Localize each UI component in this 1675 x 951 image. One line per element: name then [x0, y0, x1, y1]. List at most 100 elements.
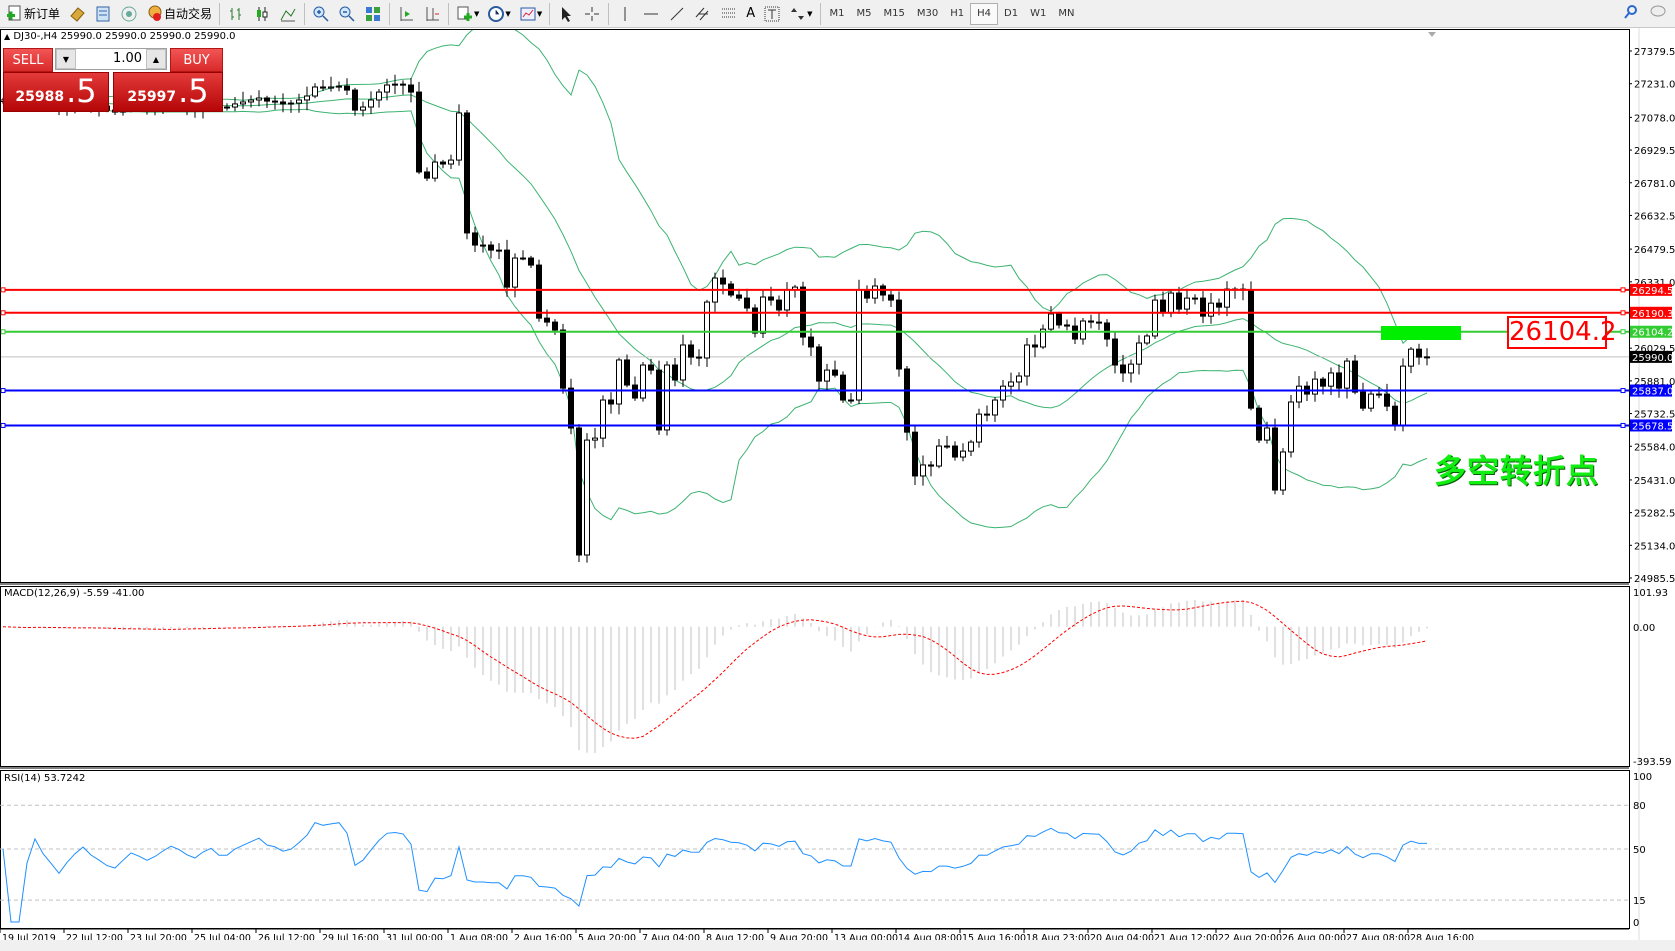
- equidistant-channel-button[interactable]: [690, 2, 716, 26]
- timeframe-m5[interactable]: M5: [856, 8, 872, 19]
- vertical-line-button[interactable]: [612, 2, 638, 26]
- toolbar-divider: [608, 2, 610, 25]
- fibonacci-button[interactable]: [716, 2, 742, 26]
- line-handle: [1, 422, 6, 428]
- tile-windows-button[interactable]: [360, 2, 386, 26]
- candle-body: [688, 344, 694, 358]
- line-handle: [1, 287, 6, 293]
- buy-price-fraction: .5: [178, 72, 209, 110]
- bollinger-middle: [2, 94, 1428, 409]
- candle-body: [1312, 378, 1318, 395]
- buy-price-button[interactable]: 25997.5: [113, 72, 223, 112]
- timeframe-h1[interactable]: H1: [950, 8, 965, 19]
- lot-size-stepper[interactable]: ▼ ▲: [55, 48, 167, 70]
- candle-body: [1424, 356, 1430, 359]
- candle-body: [400, 83, 406, 86]
- timeframe-mn[interactable]: MN: [1058, 8, 1075, 19]
- lot-increase-button[interactable]: ▲: [146, 49, 166, 69]
- price-axis-label: 24985.5: [1634, 574, 1675, 585]
- timeframe-m30[interactable]: M30: [916, 8, 939, 19]
- fibonacci-icon: [722, 8, 737, 17]
- candle-body: [1160, 299, 1166, 314]
- candle-body: [992, 399, 998, 416]
- annotation-text[interactable]: 多空转折点: [1434, 452, 1600, 490]
- indicators-button[interactable]: ▼: [452, 2, 483, 26]
- navigator-button[interactable]: [90, 2, 116, 26]
- trendline-button[interactable]: [664, 2, 690, 26]
- candle-body: [696, 356, 702, 359]
- zoom-out-button[interactable]: [334, 2, 360, 26]
- chart-shift-button[interactable]: [419, 2, 445, 26]
- search-icon[interactable]: [1623, 4, 1639, 20]
- lot-size-input[interactable]: [76, 49, 146, 69]
- buy-price-main: 25997: [127, 89, 177, 105]
- timeframe-m1[interactable]: M1: [829, 8, 845, 19]
- trendline-icon: [670, 7, 684, 20]
- bollinger-lower: [2, 99, 1428, 529]
- time-axis-label: 19 Jul 2019: [2, 933, 56, 940]
- line-chart-button[interactable]: [275, 2, 301, 26]
- timeframe-w1[interactable]: W1: [1030, 8, 1047, 19]
- templates-button[interactable]: ▼: [515, 2, 546, 26]
- candle-body: [1032, 344, 1038, 348]
- shift-marker-icon: [1428, 32, 1436, 37]
- line-chart-icon: [280, 8, 296, 21]
- timeframe-d1[interactable]: D1: [1004, 8, 1019, 19]
- candle-body: [816, 346, 822, 382]
- horizontal-line-icon: [644, 13, 659, 14]
- candle-body: [1088, 320, 1094, 323]
- candle-body: [1408, 348, 1414, 367]
- candle-body: [1392, 405, 1398, 426]
- toolbar-divider: [549, 2, 551, 25]
- candle-body: [224, 106, 230, 109]
- crosshair-button[interactable]: [579, 2, 605, 26]
- candle-body: [856, 289, 862, 401]
- lot-decrease-button[interactable]: ▼: [56, 49, 76, 69]
- time-axis-label: 2 Aug 16:00: [514, 933, 572, 940]
- sell-button[interactable]: SELL: [3, 48, 53, 72]
- sell-price-fraction: .5: [66, 72, 97, 110]
- candle-body: [1184, 297, 1190, 310]
- zoom-in-button[interactable]: [308, 2, 334, 26]
- chart-area[interactable]: 27379.5 27231.0 27078.0 26929.5 26781.0 26632…: [0, 28, 1675, 940]
- candle-body: [1384, 393, 1390, 407]
- price-tag-label: 25678.5: [1632, 421, 1673, 432]
- toolbar-divider: [819, 2, 821, 25]
- auto-trading-button[interactable]: 自动交易: [142, 2, 216, 26]
- candle-body: [888, 294, 894, 301]
- candle-body: [1344, 360, 1350, 389]
- timeframe-m15[interactable]: M15: [883, 8, 905, 19]
- price-callout-label[interactable]: 26104.2: [1507, 316, 1617, 349]
- cursor-arrow-icon: [562, 6, 572, 22]
- text-button[interactable]: A: [742, 2, 759, 26]
- time-axis-label: 21 Aug 12:00: [1154, 933, 1218, 940]
- bar-chart-button[interactable]: [223, 2, 249, 26]
- market-watch-button[interactable]: [64, 2, 90, 26]
- periods-button[interactable]: ▼: [483, 2, 514, 26]
- new-order-button[interactable]: 新订单: [2, 2, 64, 26]
- chat-icon[interactable]: [1649, 4, 1667, 20]
- sell-price-button[interactable]: 25988.5: [3, 72, 109, 112]
- arrows-button[interactable]: ▼: [785, 2, 816, 26]
- horizontal-line-button[interactable]: [638, 2, 664, 26]
- timeframe-h4[interactable]: H4: [970, 2, 998, 25]
- signals-button[interactable]: [116, 2, 142, 26]
- rsi-axis-label: 15: [1633, 896, 1646, 907]
- toolbar: 新订单 自动交易 ▼ ▼ ▼ A ▼ M1 M5 M15 M30 H1 H4 D1 W1 MN: [0, 0, 1675, 28]
- candle-body: [1320, 378, 1326, 387]
- clock-icon: [488, 5, 505, 22]
- text-label-button[interactable]: [759, 2, 785, 26]
- price-axis-label: 25282.5: [1634, 509, 1675, 520]
- candlestick-button[interactable]: [249, 2, 275, 26]
- candle-body: [1216, 302, 1222, 308]
- candle-body: [984, 413, 990, 416]
- time-axis-label: 22 Jul 12:00: [66, 933, 123, 940]
- buy-button[interactable]: BUY: [170, 48, 223, 72]
- cursor-button[interactable]: [553, 2, 579, 26]
- auto-scroll-button[interactable]: [393, 2, 419, 26]
- price-tag-label: 25837.0: [1632, 387, 1673, 398]
- candle-body: [680, 344, 686, 381]
- candle-body: [928, 464, 934, 467]
- rsi-label: RSI(14) 53.7242: [4, 773, 86, 784]
- candle-body: [1168, 292, 1174, 314]
